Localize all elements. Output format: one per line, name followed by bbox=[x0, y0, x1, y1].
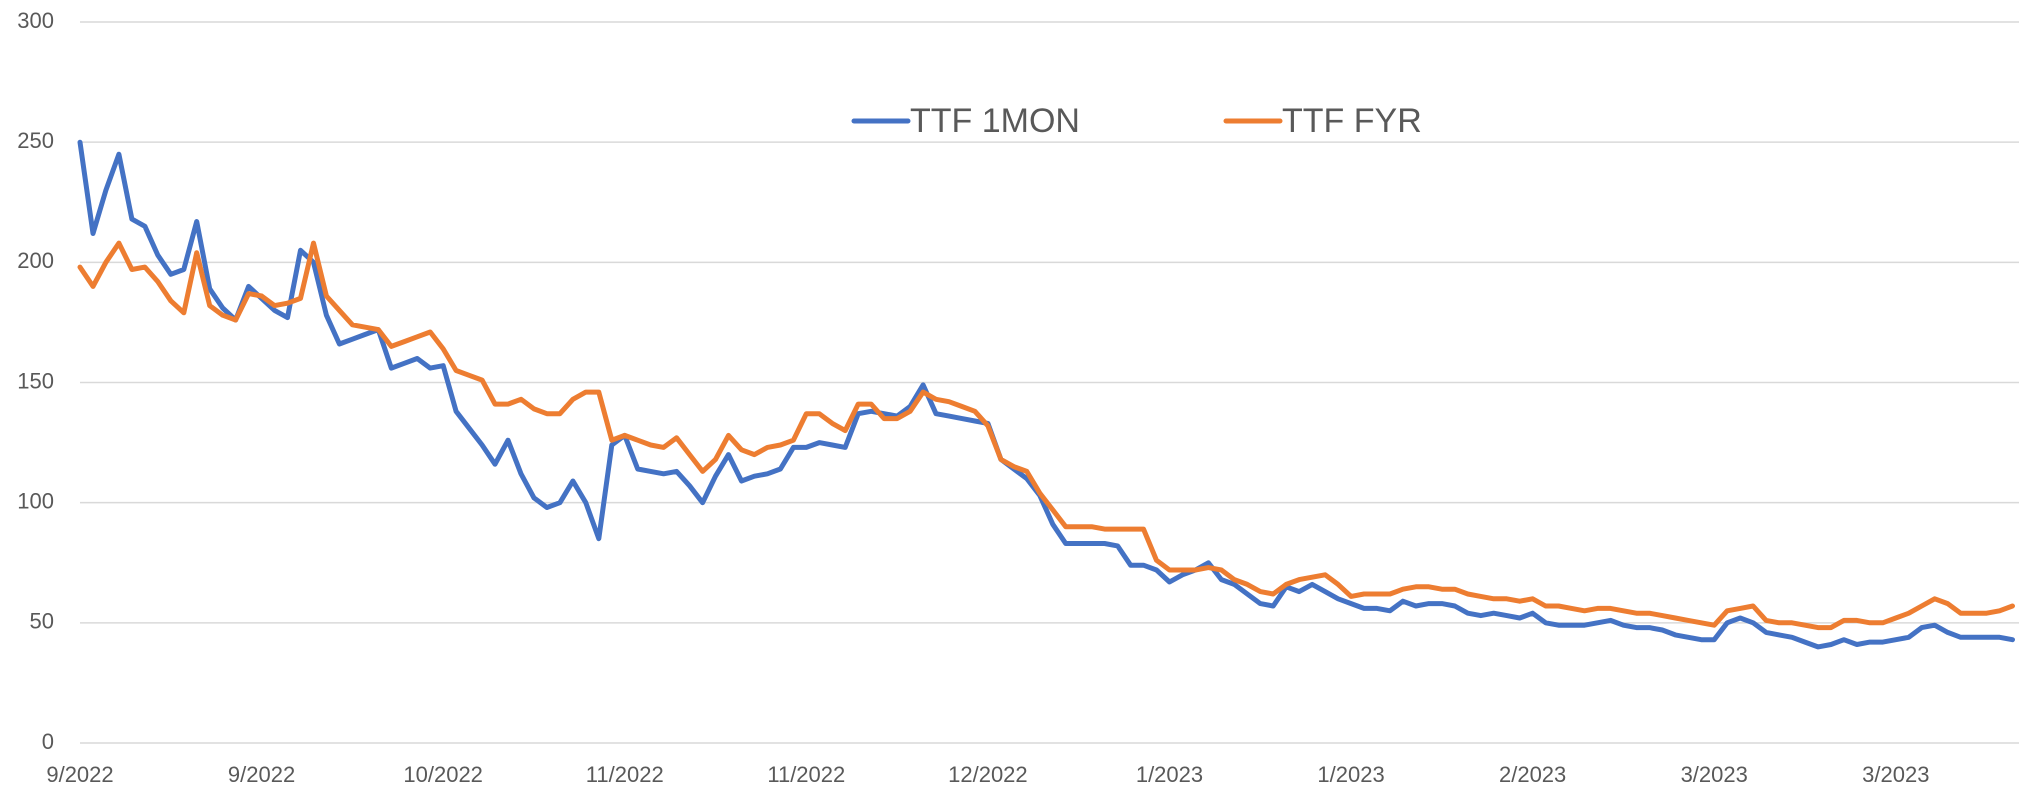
y-tick-label: 250 bbox=[17, 128, 54, 153]
x-tick-label: 3/2023 bbox=[1862, 762, 1929, 787]
y-tick-label: 50 bbox=[30, 609, 54, 634]
x-tick-label: 2/2023 bbox=[1499, 762, 1566, 787]
x-tick-label: 9/2022 bbox=[228, 762, 295, 787]
line-series bbox=[77, 240, 2015, 631]
x-tick-label: 12/2022 bbox=[948, 762, 1028, 787]
x-tick-label: 10/2022 bbox=[403, 762, 483, 787]
y-tick-label: 100 bbox=[17, 488, 54, 513]
x-tick-label: 1/2023 bbox=[1136, 762, 1203, 787]
x-tick-label: 11/2022 bbox=[586, 762, 664, 787]
legend-label: TTF 1MON bbox=[910, 102, 1080, 140]
x-tick-label: 3/2023 bbox=[1681, 762, 1748, 787]
x-tick-label: 9/2022 bbox=[46, 762, 113, 787]
y-tick-label: 150 bbox=[17, 368, 54, 393]
x-tick-label: 1/2023 bbox=[1317, 762, 1384, 787]
line-series bbox=[77, 139, 2015, 650]
y-tick-label: 300 bbox=[17, 8, 54, 33]
y-tick-label: 0 bbox=[42, 729, 54, 754]
legend-label: TTF FYR bbox=[1282, 102, 1422, 140]
y-tick-label: 200 bbox=[17, 248, 54, 273]
x-tick-label: 11/2022 bbox=[767, 762, 845, 787]
